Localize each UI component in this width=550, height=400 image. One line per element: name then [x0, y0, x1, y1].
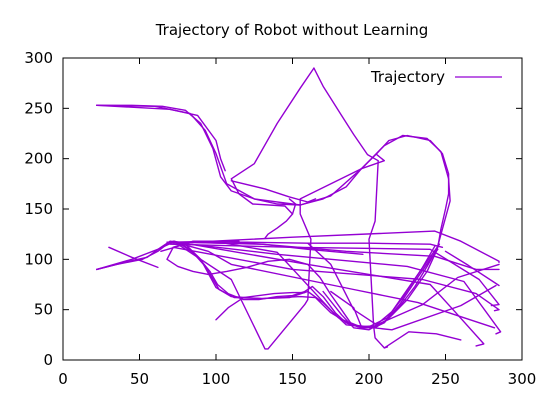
trajectory-segment: [215, 291, 306, 321]
trajectory-segment: [172, 230, 500, 264]
trajectory-segment: [360, 153, 385, 170]
x-tick-label: 150: [278, 370, 307, 388]
trajectory-segment: [230, 180, 317, 203]
trajectory-segment: [230, 67, 315, 215]
y-tick-label: 50: [34, 301, 53, 319]
trajectory-segment: [108, 246, 159, 269]
trajectory-segment: [383, 331, 462, 349]
series-layer: [95, 67, 502, 350]
trajectory-segment: [444, 250, 500, 287]
trajectory-segment: [172, 167, 363, 350]
trajectory-segment: [95, 241, 436, 328]
chart-title: Trajectory of Robot without Learning: [155, 21, 429, 39]
y-tick-label: 150: [24, 200, 53, 218]
x-axis: 0 50 100 150 200 250 300: [58, 58, 536, 388]
y-tick-label: 100: [24, 250, 53, 268]
trajectory-segment: [172, 241, 502, 335]
trajectory-segment: [330, 290, 363, 328]
trajectory-segment: [172, 246, 500, 312]
x-tick-label: 0: [58, 370, 68, 388]
trajectory-segment: [173, 241, 496, 329]
y-tick-label: 200: [24, 150, 53, 168]
x-tick-label: 200: [355, 370, 384, 388]
trajectory-segment: [95, 104, 226, 172]
trajectory-segment: [160, 240, 217, 253]
y-tick-label: 250: [24, 99, 53, 117]
y-tick-label: 0: [43, 351, 53, 369]
y-axis: 0 50 100 150 200 250 300: [24, 49, 522, 369]
trajectory-segment: [313, 67, 389, 349]
x-tick-label: 250: [431, 370, 460, 388]
legend: Trajectory: [370, 68, 502, 86]
trajectory-segment: [307, 242, 500, 326]
x-tick-label: 50: [130, 370, 149, 388]
x-tick-label: 100: [202, 370, 231, 388]
trajectory-segment: [264, 198, 297, 239]
x-tick-label: 300: [508, 370, 537, 388]
legend-label-trajectory: Trajectory: [370, 68, 445, 86]
trajectory-segment: [169, 243, 500, 307]
trajectory-segment: [184, 241, 497, 331]
trajectory-segment: [95, 104, 451, 331]
y-tick-label: 300: [24, 49, 53, 67]
